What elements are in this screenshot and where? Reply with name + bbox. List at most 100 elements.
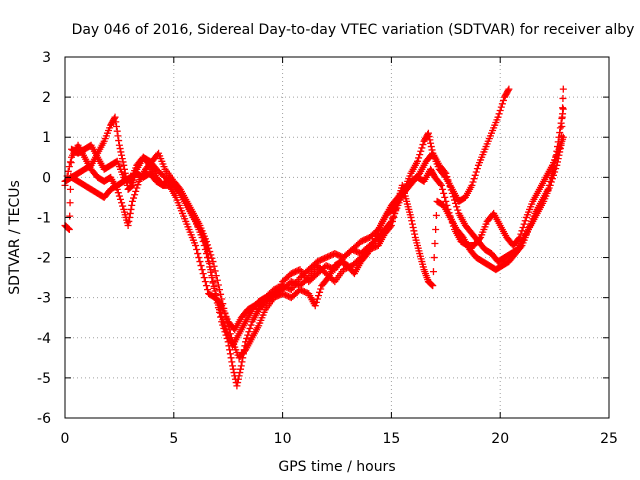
data-point-marker (200, 274, 208, 282)
data-point-marker (126, 209, 134, 217)
data-point-marker (197, 262, 205, 270)
data-point-marker (439, 185, 447, 193)
data-point-marker (219, 321, 227, 329)
data-point-marker (229, 365, 237, 373)
data-point-marker (110, 115, 118, 123)
data-point-marker (558, 123, 566, 131)
data-point-marker (206, 263, 214, 271)
data-point-marker (220, 324, 228, 332)
data-point-marker (66, 212, 74, 220)
y-tick-label: -5 (37, 371, 51, 387)
x-tick-label: 15 (382, 431, 400, 447)
data-point-marker (227, 334, 235, 342)
data-point-marker (468, 181, 476, 189)
data-point-marker (550, 171, 558, 179)
data-point-marker (212, 272, 220, 280)
data-point-marker (192, 242, 200, 250)
data-point-marker (427, 143, 435, 151)
data-point-marker (556, 124, 564, 132)
data-point-marker (557, 132, 565, 140)
data-point-marker (238, 358, 246, 366)
data-point-marker (547, 178, 555, 186)
data-point-marker (65, 225, 73, 233)
data-point-marker (226, 350, 234, 358)
chart-title: Day 046 of 2016, Sidereal Day-to-day VTE… (72, 22, 635, 38)
data-point-marker (559, 94, 567, 102)
x-tick-label: 10 (274, 431, 292, 447)
data-point-marker (407, 213, 415, 221)
data-point-marker (498, 100, 506, 108)
data-point-marker (387, 221, 395, 229)
data-point-marker (111, 113, 119, 121)
data-point-marker (118, 151, 126, 159)
data-point-marker (548, 175, 556, 183)
data-point-marker (134, 181, 142, 189)
data-point-marker (451, 196, 459, 204)
data-point-marker (67, 159, 75, 167)
data-point-marker (555, 151, 563, 159)
data-point-marker (409, 223, 417, 231)
data-point-marker (237, 365, 245, 373)
data-point-marker (494, 113, 502, 121)
data-point-marker (429, 282, 437, 290)
data-point-marker (226, 346, 234, 354)
data-point-marker (133, 184, 141, 192)
data-point-marker (66, 158, 74, 166)
data-point-marker (410, 227, 418, 235)
data-point-marker (67, 172, 75, 180)
data-point-marker (557, 141, 565, 149)
data-point-marker (210, 284, 218, 292)
data-point-marker (473, 165, 481, 173)
y-tick-label: 2 (42, 90, 51, 106)
data-point-marker (452, 199, 460, 207)
data-point-marker (66, 185, 74, 193)
data-point-marker (453, 203, 461, 211)
data-point-marker (430, 254, 438, 262)
y-tick-label: 3 (42, 50, 51, 66)
data-point-marker (554, 158, 562, 166)
data-point-marker (454, 206, 462, 214)
data-point-marker (205, 258, 213, 266)
data-point-marker (411, 230, 419, 238)
data-point-marker (65, 225, 73, 233)
data-point-marker (126, 213, 134, 221)
data-point-marker (559, 105, 567, 113)
data-point-marker (388, 217, 396, 225)
data-point-marker (115, 137, 123, 145)
data-point-marker (227, 354, 235, 362)
x-axis-label: GPS time / hours (278, 459, 395, 475)
data-point-marker (64, 224, 72, 232)
data-point-marker (119, 158, 127, 166)
x-tick-label: 0 (61, 431, 70, 447)
data-point-marker (237, 362, 245, 370)
plot-frame (64, 56, 610, 419)
data-point-marker (225, 342, 233, 350)
data-point-marker (416, 151, 424, 159)
grid-lines (65, 57, 609, 418)
data-point-marker (198, 266, 206, 274)
data-point-marker (390, 213, 398, 221)
axis-ticks: 0 5 10 15 20 25 -6 -5 -4 -3 -2 -1 0 1 2 3 (37, 50, 618, 447)
data-point-marker (205, 244, 213, 252)
data-point-marker (217, 290, 225, 298)
data-point-marker (558, 113, 566, 121)
data-point-marker (120, 161, 128, 169)
data-point-marker (213, 276, 221, 284)
data-point-marker (495, 110, 503, 118)
data-point-marker (472, 168, 480, 176)
data-point-marker (115, 192, 123, 200)
data-point-marker (132, 187, 140, 195)
data-point-marker (444, 176, 452, 184)
data-point-marker (429, 268, 437, 276)
data-point-marker (440, 189, 448, 197)
data-point-marker (386, 223, 394, 231)
data-point-marker (246, 324, 254, 332)
data-point-marker (215, 308, 223, 316)
data-point-marker (211, 267, 219, 275)
data-point-marker (125, 217, 133, 225)
y-tick-label: -1 (37, 210, 51, 226)
data-point-marker (217, 313, 225, 321)
data-point-marker (217, 300, 225, 308)
data-point-marker (119, 202, 127, 210)
